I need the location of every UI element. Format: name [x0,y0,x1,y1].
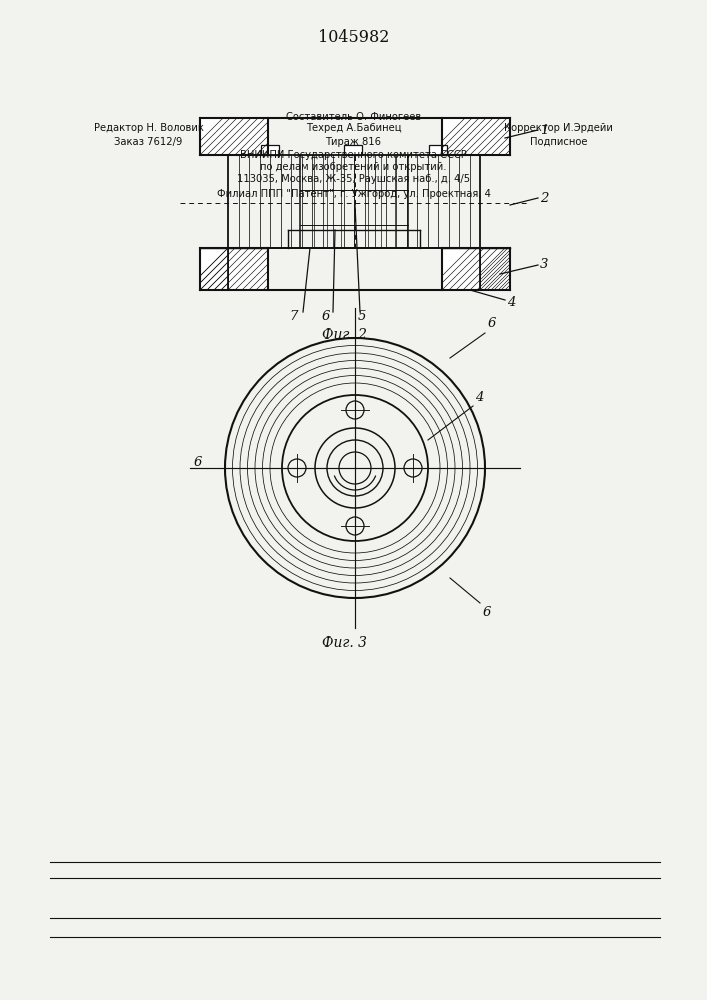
Text: 6: 6 [483,606,491,619]
Text: 6: 6 [194,456,202,470]
Text: 1: 1 [540,123,549,136]
Bar [261,145,279,155]
Text: Техред А.Бабинец: Техред А.Бабинец [305,123,402,133]
Text: Тираж 816: Тираж 816 [325,137,382,147]
Bar [200,118,268,155]
Bar [480,248,510,290]
Text: 7: 7 [290,310,298,324]
Text: ВНИИПИ Государственного комитета СССР: ВНИИПИ Государственного комитета СССР [240,150,467,160]
Text: Корректор И.Эрдейи: Корректор И.Эрдейи [504,123,613,133]
Text: 5: 5 [358,310,366,324]
Text: 2: 2 [540,192,549,205]
Text: Фиг. 2: Фиг. 2 [322,328,368,342]
Bar [429,145,447,155]
Text: по делам изобретений и открытий.: по делам изобретений и открытий. [260,162,447,172]
Text: 1045982: 1045982 [318,29,389,46]
Bar [344,145,362,155]
Text: Подписное: Подписное [530,137,588,147]
Text: 3: 3 [540,258,549,271]
Bar [200,248,268,290]
Bar [442,118,510,155]
Text: Редактор Н. Воловик: Редактор Н. Воловик [93,123,204,133]
Text: Составитель О. Финогеев: Составитель О. Финогеев [286,112,421,122]
Text: 6: 6 [488,317,496,330]
Text: 4: 4 [507,296,515,308]
Bar [442,248,510,290]
Text: Заказ 7612/9: Заказ 7612/9 [115,137,182,147]
Text: 6: 6 [322,310,330,324]
Text: Филиал ППП "Патент", г. Ужгород, ул. Проектная, 4: Филиал ППП "Патент", г. Ужгород, ул. Про… [216,189,491,199]
Bar [200,248,228,290]
Text: Фиг. 3: Фиг. 3 [322,636,368,650]
Text: 4: 4 [475,391,484,404]
Text: 113035, Москва, Ж-35, Раушская наб., д. 4/5: 113035, Москва, Ж-35, Раушская наб., д. … [237,174,470,184]
